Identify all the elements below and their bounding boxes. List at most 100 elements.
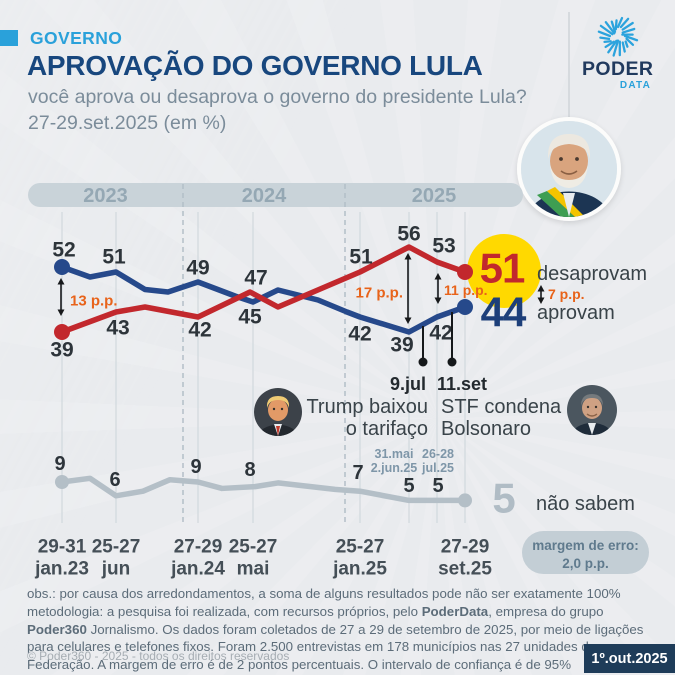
desaprovam-start-dot	[54, 324, 70, 340]
nao_sabem-value-label: 6	[109, 469, 120, 491]
final-desaprovam-value: 51	[480, 245, 525, 292]
swirl-ray	[616, 16, 624, 29]
lula-photo	[517, 117, 621, 221]
swirl-ray	[619, 17, 630, 29]
axis-label-line2: set.25	[438, 559, 492, 580]
nao-sabem-end-dot	[458, 493, 472, 508]
year-pill	[28, 183, 523, 207]
event-text-line2: Bolsonaro	[441, 418, 531, 440]
event-text-line1: Trump baixou	[306, 396, 428, 418]
swirl-ray	[603, 40, 612, 43]
nao_sabem-value-label: 9	[54, 453, 65, 475]
axis-label-line1: 29-31	[38, 537, 87, 558]
final-nao-sabem-value: 5	[492, 475, 515, 522]
gap-arrowhead-bottom	[537, 297, 545, 304]
swirl-ray	[599, 24, 614, 36]
swirl-ray	[625, 37, 635, 46]
swirl-ray	[607, 39, 618, 54]
extra-date-label-line2: jul.25	[421, 461, 454, 475]
aprovam-value-label: 51	[102, 246, 126, 269]
final-aprovam-value: 44	[481, 289, 527, 336]
methodology-text: metodologia: a pesquisa foi realizada, c…	[27, 604, 422, 619]
swirl-ray	[623, 34, 639, 42]
nao_sabem-line	[59, 475, 468, 504]
year-label: 2025	[412, 185, 457, 207]
aprovam-value-label: 42	[348, 323, 371, 346]
nao_sabem-value-label: 7	[352, 462, 363, 484]
footnote-methodology: metodologia: a pesquisa foi realizada, c…	[27, 603, 659, 674]
axis-label-line2: jun	[101, 559, 131, 580]
poderdata-swirl-icon	[597, 16, 639, 57]
desaprovam-value-label: 42	[188, 319, 211, 342]
subtitle-date: 27-29.set.2025 (em %)	[28, 112, 227, 134]
methodology-text: Jornalismo. Os dados foram coletados de …	[27, 621, 644, 673]
nao_sabem-value-label: 5	[403, 475, 414, 497]
kicker: GOVERNO	[30, 28, 123, 48]
nao-sabem-start-dot	[55, 475, 69, 489]
aprovam-value-label: 52	[52, 239, 75, 262]
axis-label-line1: 27-29	[174, 537, 223, 558]
axis-label-line1: 25-27	[92, 537, 141, 558]
logo-poder-text: PODER	[582, 58, 654, 80]
swirl-ray	[614, 19, 618, 31]
event-text-line2: o tarifaço	[346, 418, 428, 440]
aprovam-value-label: 45	[238, 306, 262, 329]
extra-date-label-line1: 26-28	[422, 447, 454, 461]
page-title: APROVAÇÃO DO GOVERNO LULA	[27, 50, 483, 81]
highlight-circle	[467, 234, 541, 308]
axis-label-line2: jan.23	[34, 559, 89, 580]
gap-arrowhead-top	[404, 253, 412, 260]
swirl-ray	[621, 27, 636, 34]
margin-of-error-badge: margem de erro: 2,0 p.p.	[522, 531, 649, 574]
subtitle-question: você aprova ou desaprova o governo do pr…	[28, 86, 527, 108]
logo-data-text: DATA	[619, 80, 651, 91]
swirl-ray	[621, 21, 634, 31]
extra-date-label-line2: 2.jun.25	[371, 461, 418, 475]
swirl-ray	[604, 40, 616, 49]
gap-arrowhead-top	[434, 273, 442, 280]
year-label: 2023	[83, 185, 128, 207]
axis-label-line2: mai	[237, 559, 270, 580]
methodology-text: , empresa do grupo	[488, 604, 604, 619]
gap-label: 13 p.p.	[70, 293, 118, 310]
nao_sabem-value-label: 9	[190, 456, 201, 478]
extra-date-label-line1: 31.mai	[375, 447, 414, 461]
desaprovam-value-label: 53	[432, 235, 455, 258]
legend-aprovam: aprovam	[537, 302, 615, 324]
bolsonaro-avatar-illustration	[567, 385, 617, 435]
desaprovam-end-dot	[457, 264, 473, 280]
swirl-ray	[599, 36, 611, 41]
margin-of-error-line2: 2,0 p.p.	[562, 556, 609, 572]
gap-arrowhead-bottom	[404, 317, 412, 324]
event-dot	[418, 357, 428, 367]
event-dot	[447, 357, 457, 367]
gap-label: 17 p.p.	[355, 285, 403, 302]
aprovam-start-dot	[54, 259, 70, 275]
swirl-ray	[597, 30, 612, 38]
lula-avatar-illustration	[521, 121, 617, 217]
aprovam-value-label: 49	[186, 257, 209, 280]
swirl-ray	[612, 39, 620, 57]
desaprovam-value-label: 43	[106, 317, 129, 340]
axis-label-line2: jan.24	[170, 559, 225, 580]
aprovam-line	[59, 264, 468, 335]
axis-label-line1: 25-27	[229, 537, 278, 558]
methodology-bold-term: PoderData	[421, 604, 489, 619]
swirl-ray	[604, 21, 616, 35]
trump-photo	[254, 388, 302, 436]
gap-arrowhead-top	[57, 278, 65, 285]
footnote-obs: obs.: por causa dos arredondamentos, a s…	[27, 586, 621, 601]
copyright: © Poder360 - 2025 - todos os direitos re…	[27, 649, 290, 663]
kicker-accent-square	[0, 30, 18, 46]
legend-desaprovam: desaprovam	[537, 263, 647, 285]
desaprovam-value-label: 47	[244, 267, 267, 290]
gap-arrowhead-top	[537, 285, 545, 292]
gap-arrowhead-bottom	[57, 309, 65, 316]
aprovam-value-label: 39	[390, 334, 413, 357]
desaprovam-value-label: 39	[50, 339, 73, 362]
gap-label: 7 p.p.	[548, 286, 585, 302]
desaprovam-value-label: 56	[397, 223, 420, 246]
swirl-ray	[624, 40, 629, 48]
legend-nao-sabem: não sabem	[536, 493, 635, 515]
